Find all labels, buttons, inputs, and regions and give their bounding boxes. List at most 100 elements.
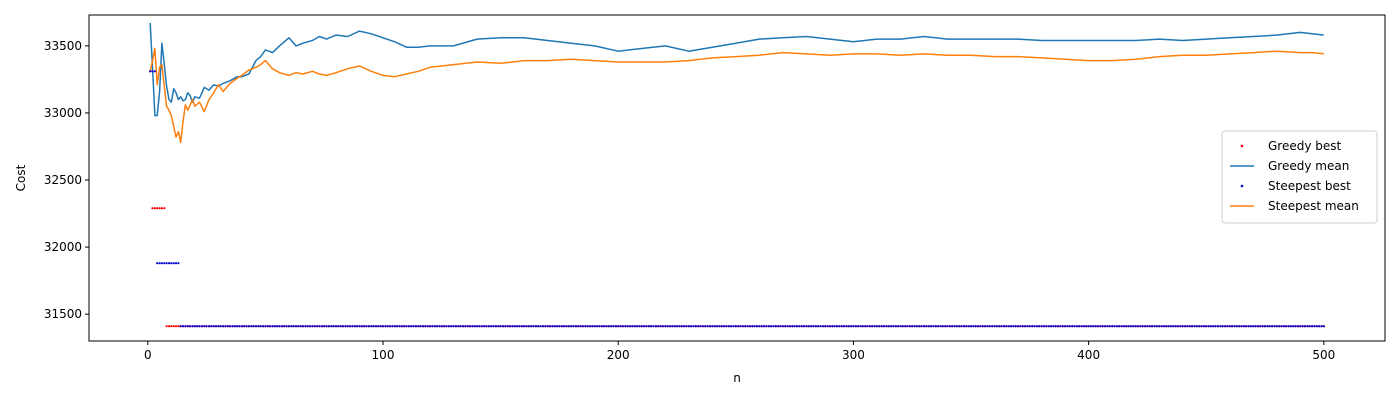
steepest-best-point	[511, 325, 514, 328]
steepest-best-point	[200, 325, 203, 328]
y-tick-label: 32000	[44, 240, 82, 254]
steepest-best-point	[1193, 325, 1196, 328]
steepest-best-point	[946, 325, 949, 328]
steepest-best-point	[1228, 325, 1231, 328]
steepest-best-point	[890, 325, 893, 328]
steepest-best-point	[1306, 325, 1309, 328]
steepest-best-point	[833, 325, 836, 328]
steepest-best-point	[1296, 325, 1300, 328]
steepest-best-point	[915, 325, 919, 328]
steepest-best-point	[309, 325, 312, 328]
steepest-best-point	[993, 325, 996, 328]
steepest-best-point	[1181, 325, 1184, 328]
greedy-best-point	[163, 207, 166, 210]
steepest-best-point	[793, 325, 796, 328]
steepest-best-point	[438, 325, 441, 328]
steepest-best-point	[292, 325, 295, 328]
steepest-best-point	[762, 325, 766, 328]
steepest-best-point	[560, 325, 563, 328]
steepest-best-point	[243, 325, 246, 328]
steepest-best-point	[760, 325, 763, 328]
steepest-best-point	[1233, 325, 1236, 328]
steepest-best-point	[1252, 325, 1255, 328]
steepest-best-point	[389, 325, 392, 328]
y-tick-label: 33000	[44, 106, 82, 120]
steepest-best-point	[1162, 325, 1165, 328]
steepest-best-point	[532, 325, 535, 328]
steepest-best-point	[250, 325, 253, 328]
steepest-best-point	[1075, 325, 1078, 328]
steepest-mean-line	[149, 47, 1324, 144]
steepest-best-point	[483, 325, 486, 328]
steepest-best-point	[299, 325, 302, 328]
steepest-best-point	[706, 325, 709, 328]
y-tick-label: 33500	[44, 39, 82, 53]
steepest-best-point	[1012, 325, 1015, 328]
steepest-best-point	[617, 325, 620, 328]
steepest-best-point	[995, 325, 999, 328]
steepest-best-point	[652, 325, 655, 328]
steepest-best-point	[264, 325, 267, 328]
steepest-best-point	[779, 325, 782, 328]
steepest-best-point	[381, 325, 385, 328]
steepest-best-point	[920, 325, 923, 328]
steepest-best-point	[1064, 325, 1067, 328]
steepest-best-point	[720, 325, 723, 328]
steepest-best-point	[638, 325, 641, 328]
steepest-best-point	[1073, 325, 1076, 328]
steepest-best-point	[840, 325, 843, 328]
steepest-best-point	[897, 325, 900, 328]
steepest-best-point	[901, 325, 904, 328]
steepest-best-point	[447, 325, 450, 328]
steepest-best-point	[899, 325, 902, 328]
steepest-best-point	[367, 325, 370, 328]
steepest-best-point	[254, 325, 258, 328]
steepest-best-point	[880, 325, 883, 328]
steepest-best-point	[551, 325, 554, 328]
steepest-best-point	[1261, 325, 1264, 328]
steepest-best-point	[817, 325, 820, 328]
steepest-best-point	[266, 325, 269, 328]
steepest-best-point	[1017, 325, 1020, 328]
steepest-best-point	[1106, 325, 1109, 328]
steepest-best-point	[485, 325, 488, 328]
steepest-best-point	[640, 325, 643, 328]
steepest-best-point	[160, 262, 163, 265]
steepest-best-point	[363, 325, 366, 328]
steepest-best-point	[349, 325, 352, 328]
steepest-best-point	[466, 325, 469, 328]
x-axis-title: n	[733, 371, 741, 385]
steepest-best-point	[374, 325, 378, 328]
steepest-best-point	[1120, 325, 1123, 328]
steepest-best-point	[280, 325, 283, 328]
steepest-best-point	[365, 325, 368, 328]
series-layer	[149, 22, 1325, 328]
steepest-best-point	[786, 325, 789, 328]
steepest-best-point	[304, 325, 307, 328]
steepest-best-point	[605, 325, 608, 328]
steepest-best-point	[247, 325, 250, 328]
steepest-best-point	[965, 325, 968, 328]
steepest-best-point	[791, 325, 794, 328]
steepest-best-point	[182, 325, 185, 328]
steepest-best-point	[278, 325, 281, 328]
steepest-best-point	[645, 325, 648, 328]
steepest-best-point	[337, 325, 340, 328]
steepest-best-point	[1238, 325, 1241, 328]
steepest-best-point	[1226, 325, 1229, 328]
steepest-best-point	[341, 325, 345, 328]
steepest-best-point	[276, 325, 279, 328]
steepest-best-point	[492, 325, 495, 328]
steepest-best-point	[951, 325, 954, 328]
steepest-best-point	[1153, 325, 1156, 328]
steepest-best-point	[191, 325, 194, 328]
steepest-best-point	[1144, 325, 1147, 328]
steepest-best-point	[301, 325, 305, 328]
steepest-best-point	[777, 325, 780, 328]
steepest-best-point	[269, 325, 272, 328]
steepest-best-point	[671, 325, 674, 328]
steepest-best-point	[904, 325, 907, 328]
steepest-best-point	[981, 325, 984, 328]
steepest-best-point	[207, 325, 211, 328]
